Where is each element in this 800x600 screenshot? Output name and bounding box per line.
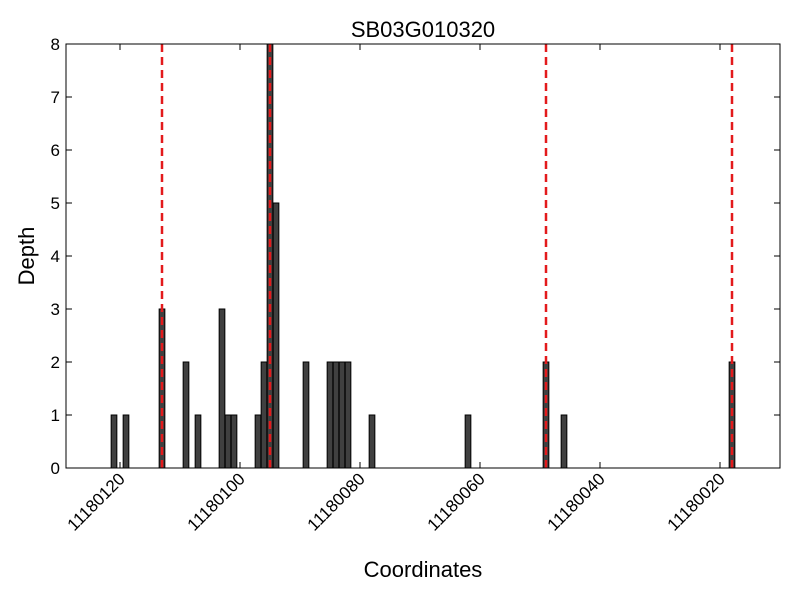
- y-tick-label-4: 4: [51, 247, 60, 266]
- x-tick-label-1: 11180100: [184, 469, 249, 534]
- y-tick-label-2: 2: [51, 353, 60, 372]
- y-tick-label-8: 8: [51, 35, 60, 54]
- bar-17: [368, 414, 376, 469]
- y-axis-label: Depth: [14, 227, 39, 286]
- x-tick-label-4: 11180040: [544, 469, 609, 534]
- y-tick-label-1: 1: [51, 406, 60, 425]
- marker-lines-group: [160, 44, 734, 468]
- y-tick-label-6: 6: [51, 141, 60, 160]
- bar-3: [182, 361, 190, 469]
- bar-14: [332, 361, 340, 469]
- y-tick-label-7: 7: [51, 88, 60, 107]
- x-tick-label-0: 11180120: [64, 469, 129, 534]
- x-tick-label-2: 11180080: [304, 469, 369, 534]
- y-tick-label-3: 3: [51, 300, 60, 319]
- bars-group: [110, 43, 736, 469]
- bar-18: [464, 414, 472, 469]
- x-tick-label-5: 11180020: [664, 469, 729, 534]
- bar-12: [302, 361, 310, 469]
- y-tick-label-5: 5: [51, 194, 60, 213]
- bar-13: [326, 361, 334, 469]
- bar-1: [122, 414, 130, 469]
- bar-0: [110, 414, 118, 469]
- bar-11: [272, 202, 280, 469]
- chart-title: SB03G010320: [351, 17, 495, 42]
- bar-9: [260, 361, 268, 469]
- bar-15: [338, 361, 346, 469]
- bar-16: [344, 361, 352, 469]
- plot-frame: [65, 43, 781, 469]
- x-tick-label-3: 11180060: [424, 469, 489, 534]
- bar-4: [194, 414, 202, 469]
- y-tick-label-0: 0: [51, 459, 60, 478]
- bar-7: [230, 414, 238, 469]
- bar-20: [560, 414, 568, 469]
- bar-5: [218, 308, 226, 469]
- bar-8: [254, 414, 262, 469]
- y-axis: 0 1 2 3 4 5 6 7 8: [51, 35, 780, 478]
- x-axis-label: Coordinates: [364, 557, 483, 582]
- bar-6: [224, 414, 232, 469]
